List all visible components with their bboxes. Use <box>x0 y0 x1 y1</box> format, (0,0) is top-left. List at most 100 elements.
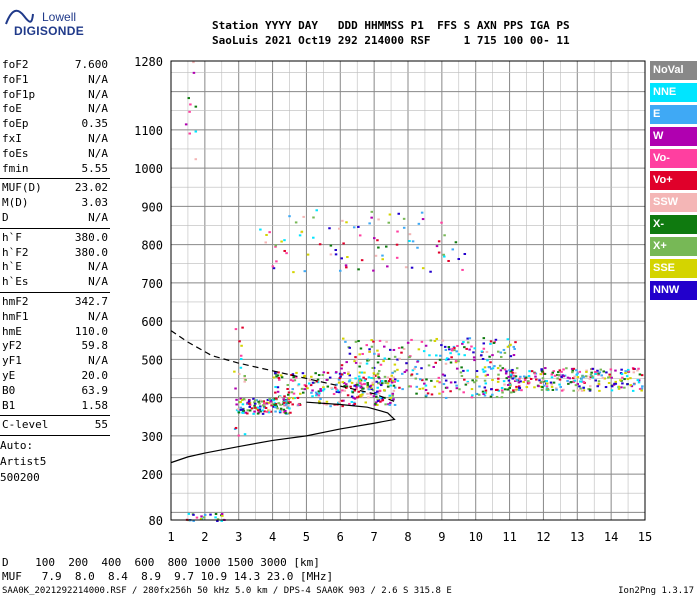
param-value: 7.600 <box>74 58 108 71</box>
echo-point <box>293 379 297 382</box>
echo-point <box>290 374 293 377</box>
echo-point <box>498 364 502 367</box>
echo-point <box>355 358 358 361</box>
echo-point <box>334 386 337 389</box>
echo-point <box>509 370 513 373</box>
echo-point <box>297 403 301 406</box>
echo-point <box>370 210 374 213</box>
echo-point <box>283 404 286 407</box>
echo-point <box>370 339 373 342</box>
echo-point <box>566 376 570 379</box>
echo-point <box>407 385 411 388</box>
echo-point <box>376 361 380 364</box>
echo-point <box>264 406 268 409</box>
echo-point <box>496 367 500 370</box>
echo-point <box>266 398 270 401</box>
echo-point <box>541 386 544 389</box>
echo-point <box>470 345 473 348</box>
echo-point <box>275 373 278 376</box>
echo-point <box>282 403 285 406</box>
param-value: 3.03 <box>81 196 109 210</box>
divider <box>0 178 110 180</box>
echo-point <box>244 378 247 381</box>
echo-point <box>483 379 487 382</box>
echo-point <box>377 376 380 379</box>
echo-point <box>243 433 247 436</box>
echo-point <box>379 400 382 403</box>
echo-point <box>237 373 241 376</box>
echo-point <box>572 389 575 392</box>
echo-point <box>438 381 441 384</box>
param-row-b1: B1 1.58 <box>0 399 110 414</box>
echo-point <box>465 347 468 350</box>
echo-point <box>632 368 635 371</box>
lowell-digisonde-logo: Lowell DIGISONDE <box>2 4 92 44</box>
echo-point <box>303 388 306 391</box>
echo-point <box>365 344 368 347</box>
echo-point <box>318 243 322 246</box>
echo-point <box>329 244 333 247</box>
echo-point <box>344 383 348 386</box>
echo-point <box>372 377 375 380</box>
echo-point <box>358 234 362 237</box>
param-group-virtual-heights: h`F 380.0 h`F2 380.0 h`E N/A h`Es N/A <box>0 231 110 290</box>
echo-point <box>318 400 321 403</box>
echo-point <box>234 387 237 390</box>
echo-point <box>512 345 515 348</box>
echo-point <box>470 388 474 391</box>
param-name: hmF1 <box>2 309 29 323</box>
echo-point <box>311 395 314 398</box>
echo-point <box>510 391 513 394</box>
echo-point <box>449 381 453 384</box>
param-row-clevel: C-level 55 <box>0 418 110 433</box>
x-tick-label: 4 <box>269 530 276 544</box>
echo-point <box>512 374 516 377</box>
echo-point <box>192 519 195 522</box>
echo-point <box>234 328 238 331</box>
echo-point <box>463 253 467 256</box>
echo-point <box>433 339 437 342</box>
echo-point <box>636 369 639 372</box>
echo-point <box>374 374 377 377</box>
echo-point <box>290 391 294 394</box>
echo-point <box>517 388 521 391</box>
echo-point <box>300 230 304 233</box>
echo-point <box>509 355 513 358</box>
param-row-ye: yE 20.0 <box>0 369 110 384</box>
echo-point <box>376 373 379 376</box>
param-row-fof1p: foF1p N/A <box>0 88 110 103</box>
echo-point <box>517 385 521 388</box>
echo-point <box>263 410 266 413</box>
echo-point <box>239 354 243 357</box>
echo-point <box>260 400 264 403</box>
echo-point <box>513 379 517 382</box>
echo-point <box>471 379 474 382</box>
echo-point <box>597 380 601 383</box>
echo-point <box>585 370 588 373</box>
echo-point <box>500 396 504 399</box>
echo-point <box>525 386 529 389</box>
echo-point <box>420 211 424 214</box>
echo-point <box>556 373 559 376</box>
echo-point <box>369 393 373 396</box>
echo-point <box>393 403 397 406</box>
echo-point <box>285 252 288 255</box>
echo-point <box>520 389 523 392</box>
echo-point <box>470 396 474 399</box>
echo-point <box>390 374 394 377</box>
echo-point <box>315 209 318 212</box>
echo-point <box>184 123 188 126</box>
echo-point <box>408 356 411 359</box>
echo-point <box>621 382 624 385</box>
echo-point <box>351 391 355 394</box>
echo-point <box>289 411 292 414</box>
header-line1: Station YYYY DAY DDD HHMMSS P1 FFS S AXN… <box>212 19 570 32</box>
auto-version: 500200 <box>0 471 40 485</box>
echo-point <box>489 361 492 364</box>
echo-point <box>550 383 553 386</box>
echo-point <box>570 367 574 370</box>
echo-point <box>353 402 357 405</box>
echo-point <box>194 130 198 133</box>
echo-point <box>261 412 265 415</box>
echo-point <box>370 345 374 348</box>
